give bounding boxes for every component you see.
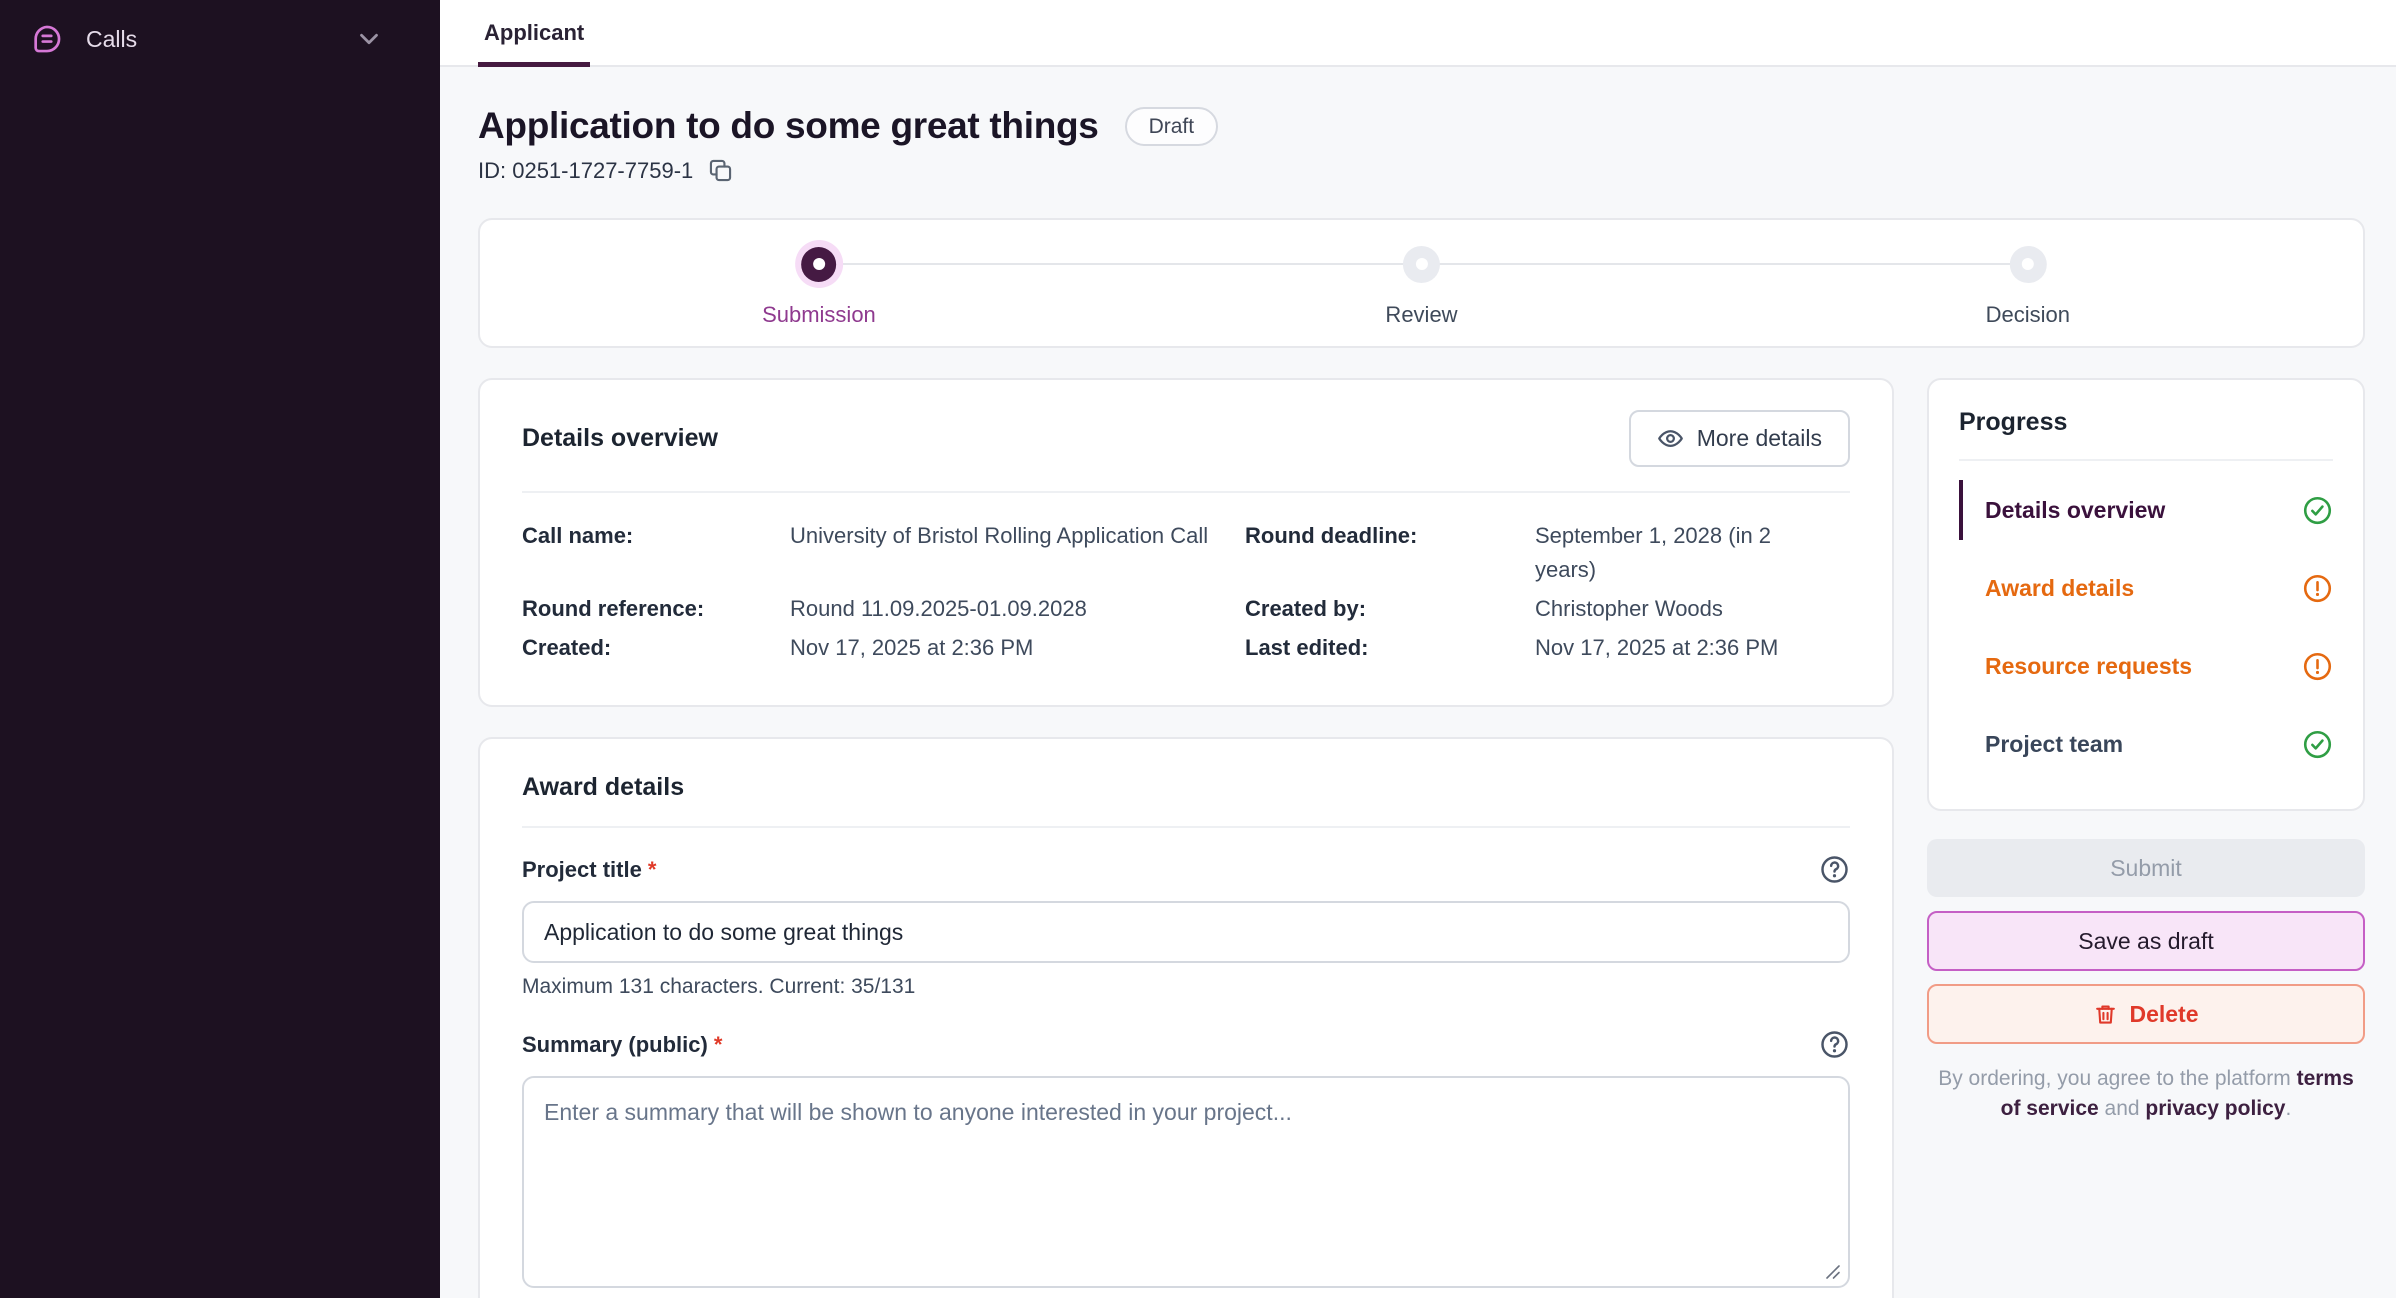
delete-button[interactable]: Delete: [1927, 984, 2365, 1044]
award-details-title: Award details: [522, 773, 685, 801]
detail-value: University of Bristol Rolling Applicatio…: [790, 523, 1209, 548]
details-overview-card: Details overview More details Call name:: [478, 378, 1894, 707]
warning-circle-icon: [2302, 651, 2333, 682]
check-circle-icon: [2302, 729, 2333, 760]
check-circle-icon: [2302, 495, 2333, 526]
more-details-button[interactable]: More details: [1628, 410, 1850, 467]
detail-value: Christopher Woods: [1535, 596, 1723, 621]
divider: [522, 491, 1850, 493]
summary-textarea[interactable]: [522, 1076, 1850, 1288]
sidebar-item-label: Calls: [86, 25, 138, 52]
detail-value: Round 11.09.2025-01.09.2028: [790, 596, 1087, 621]
project-title-label: Project title *: [522, 856, 657, 882]
detail-value: September 1, 2028 (in 2 years): [1535, 523, 1772, 582]
eye-icon: [1657, 430, 1683, 447]
detail-label: Round deadline:: [1245, 523, 1418, 548]
detail-label: Call name:: [522, 523, 634, 548]
detail-label: Created:: [522, 635, 612, 660]
page-title: Application to do some great things: [478, 105, 1099, 146]
project-title-field-group: Project title* Maximum 131: [522, 854, 1850, 999]
progress-title: Progress: [1959, 408, 2068, 436]
tab-bar: Applicant: [440, 0, 2396, 67]
stepper-node-active: [794, 240, 843, 288]
project-title-helper: Maximum 131 characters. Current: 35/131: [522, 975, 916, 998]
help-icon[interactable]: [1819, 1029, 1850, 1060]
stepper-node-idle: [2009, 240, 2047, 288]
detail-label: Created by:: [1245, 596, 1367, 621]
application-id-row: ID: 0251-1727-7759-1: [478, 157, 2365, 184]
required-asterisk: *: [647, 856, 657, 882]
detail-value: Nov 17, 2025 at 2:36 PM: [790, 635, 1034, 660]
submit-button[interactable]: Submit: [1927, 839, 2365, 897]
resize-handle[interactable]: [1824, 1263, 1842, 1281]
progress-panel: Progress Details overview Award details: [1927, 378, 2365, 811]
trash-icon: [2096, 1004, 2116, 1024]
divider: [522, 826, 1850, 828]
workflow-stepper: Submission Review Decision: [478, 218, 2365, 348]
stepper-step-label: Submission: [762, 302, 876, 327]
stepper-node-idle: [1402, 240, 1440, 288]
chat-bubble-icon: [30, 22, 64, 56]
detail-label: Round reference:: [522, 596, 705, 621]
progress-item-label: Award details: [1985, 574, 2135, 601]
progress-item-resource-requests[interactable]: Resource requests: [1959, 627, 2333, 705]
project-title-input[interactable]: [522, 901, 1850, 963]
detail-label: Last edited:: [1245, 635, 1369, 660]
progress-item-label: Project team: [1985, 730, 2124, 757]
progress-item-project-team[interactable]: Project team: [1959, 705, 2333, 783]
details-grid: Call name: University of Bristol Rolling…: [522, 519, 1850, 665]
detail-value: Nov 17, 2025 at 2:36 PM: [1535, 635, 1779, 660]
progress-item-label: Resource requests: [1985, 652, 2193, 679]
page-header: Application to do some great things Draf…: [478, 105, 2365, 147]
copy-icon[interactable]: [707, 157, 734, 184]
progress-item-award-details[interactable]: Award details: [1959, 549, 2333, 627]
more-details-label: More details: [1696, 425, 1822, 451]
help-icon[interactable]: [1819, 854, 1850, 885]
summary-field-group: Summary (public) *: [522, 1029, 1850, 1298]
chevron-down-icon[interactable]: [354, 24, 384, 54]
progress-item-label: Details overview: [1985, 496, 2166, 523]
tab-applicant[interactable]: Applicant: [478, 0, 591, 67]
application-id: ID: 0251-1727-7759-1: [478, 157, 694, 183]
stepper-step-review[interactable]: Review: [1385, 240, 1458, 328]
status-badge: Draft: [1124, 106, 1219, 146]
summary-label: Summary (public) *: [522, 1031, 723, 1057]
sidebar-item-calls[interactable]: Calls: [0, 0, 440, 78]
content: Application to do some great things Draf…: [440, 67, 2396, 1298]
main-area: Applicant Application to do some great t…: [440, 0, 2396, 1298]
legal-text: By ordering, you agree to the platform t…: [1938, 1067, 2354, 1121]
save-as-draft-button[interactable]: Save as draft: [1927, 911, 2365, 971]
progress-item-details-overview[interactable]: Details overview: [1959, 471, 2333, 549]
sidebar: Calls: [0, 0, 440, 1298]
required-asterisk: *: [713, 1031, 723, 1057]
divider: [1959, 459, 2333, 461]
stepper-step-label: Review: [1385, 302, 1458, 327]
stepper-step-label: Decision: [1985, 302, 2070, 327]
privacy-policy-link[interactable]: privacy policy: [2145, 1097, 2286, 1121]
stepper-step-submission[interactable]: Submission: [762, 240, 876, 328]
award-details-card: Award details Project title *: [478, 737, 1894, 1298]
warning-circle-icon: [2302, 573, 2333, 604]
details-overview-title: Details overview: [522, 424, 718, 452]
delete-label: Delete: [2129, 1000, 2199, 1027]
stepper-step-decision[interactable]: Decision: [1986, 240, 2070, 328]
terms-of-service-link[interactable]: terms of service: [2000, 1067, 2354, 1121]
